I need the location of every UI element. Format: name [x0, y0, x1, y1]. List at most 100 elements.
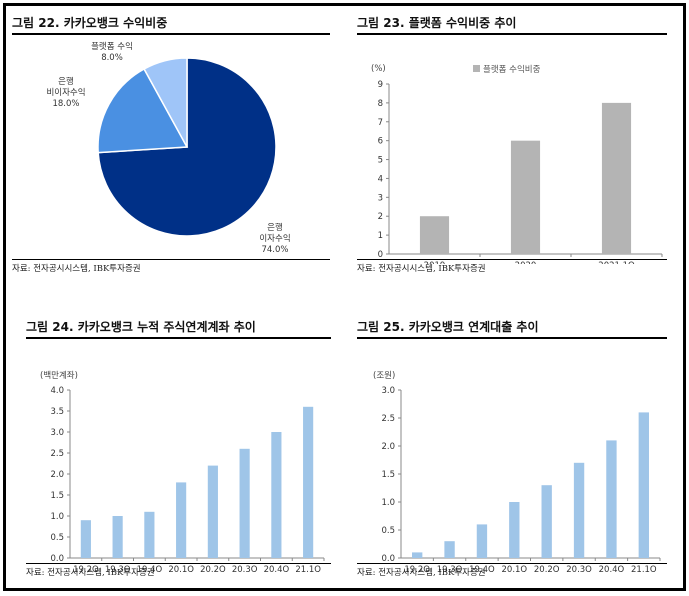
- x-tick-label: 21.1Q: [295, 565, 321, 572]
- bar: [112, 516, 123, 558]
- source-rule: [357, 259, 667, 260]
- x-tick-label: 2019: [424, 261, 446, 264]
- y-tick-label: 1.0: [381, 498, 395, 508]
- y-tick-label: 2.5: [50, 449, 64, 459]
- y-tick-label: 4.0: [50, 386, 64, 396]
- title-rule: [26, 337, 331, 339]
- x-tick-label: 19.2Q: [404, 565, 430, 572]
- bar: [207, 465, 218, 558]
- title-rule: [357, 33, 667, 35]
- x-tick-label: 19.4Q: [137, 565, 163, 572]
- x-tick-label: 19.2Q: [73, 565, 99, 572]
- y-tick-label: 0.5: [381, 526, 395, 536]
- x-tick-label: 20.4Q: [599, 565, 625, 572]
- y-tick-label: 1.5: [50, 491, 64, 501]
- slice-label: 비이자수익: [46, 87, 85, 98]
- source-rule: [357, 563, 667, 564]
- panel-linked-loans: 그림 25. 카카오뱅크 연계대출 추이 (조원) 0.0 0.5 1.0 1.5 2.0…: [357, 318, 667, 580]
- bar-chart: (조원) 0.0 0.5 1.0 1.5 2.0 2.5 3.0 19.2Q 19.3Q 19.4Q…: [373, 371, 661, 572]
- pie-slice: [97, 67, 189, 154]
- source-note: 자료: 전자공시시스템, IBK투자증권: [357, 568, 486, 578]
- panel-title: 그림 22. 카카오뱅크 수익비중: [12, 16, 168, 30]
- y-tick-label: 3.5: [50, 407, 64, 417]
- y-tick-label: 1.5: [381, 470, 395, 480]
- x-tick-label: 20.4Q: [264, 565, 290, 572]
- slice-percent: 18.0%: [52, 99, 79, 109]
- bar: [144, 511, 155, 558]
- source-note: 자료: 전자공시시스템, IBK투자증권: [26, 568, 155, 578]
- bar: [638, 412, 649, 558]
- bar: [239, 448, 250, 558]
- slice-label: 이자수익: [259, 233, 290, 244]
- slice-label: 플랫폼 수익: [91, 41, 133, 52]
- y-tick-label: 9: [378, 80, 383, 90]
- bar: [80, 520, 91, 558]
- x-tick-label: 19.3Q: [437, 565, 463, 572]
- y-tick-label: 2.0: [50, 470, 64, 480]
- x-tick-label: 19.3Q: [105, 565, 131, 572]
- y-tick-label: 3.0: [50, 428, 64, 438]
- y-tick-label: 0.0: [50, 554, 64, 564]
- y-tick-label: 2: [378, 212, 383, 222]
- x-tick-label: 19.4Q: [469, 565, 495, 572]
- y-tick-label: 2.5: [381, 414, 395, 424]
- panel-title: 그림 23. 플랫폼 수익비중 추이: [357, 16, 517, 30]
- panel-platform-share: 그림 23. 플랫폼 수익비중 추이 (%) 0 1 2 3 4 5 6 7 8 9 2019 2020…: [357, 14, 667, 276]
- y-tick-label: 0: [378, 250, 383, 260]
- title-rule: [12, 33, 330, 35]
- x-tick-label: 2020: [515, 261, 537, 264]
- source-note: 자료: 전자공시시스템, IBK투자증권: [12, 264, 141, 274]
- bar-chart: (%) 0 1 2 3 4 5 6 7 8 9 2019 2020 2021.1Q 플랫폼 수익비중: [371, 64, 663, 264]
- y-tick-label: 3.0: [381, 386, 395, 396]
- y-tick-label: 1: [378, 231, 383, 241]
- axis-unit: (백만계좌): [40, 370, 78, 381]
- x-tick-label: 20.2Q: [534, 565, 560, 572]
- panel-linked-accounts: 그림 24. 카카오뱅크 누적 주식연계계좌 추이 (백만계좌) 0.0 0.5 1.…: [26, 318, 331, 580]
- y-tick-label: 0.0: [381, 554, 395, 564]
- x-tick-label: 20.1Q: [502, 565, 528, 572]
- slice-label: 은행: [267, 222, 283, 233]
- bar: [606, 440, 617, 558]
- bar: [509, 502, 520, 558]
- bar: [412, 552, 423, 558]
- legend-label: 플랫폼 수익비중: [483, 64, 541, 75]
- y-tick-label: 0.5: [50, 533, 64, 543]
- y-tick-label: 8: [378, 99, 383, 109]
- bar: [541, 485, 552, 558]
- title-rule: [357, 337, 667, 339]
- x-tick-label: 20.2Q: [200, 565, 226, 572]
- source-rule: [12, 259, 330, 260]
- y-tick-label: 5: [378, 156, 383, 166]
- panel-revenue-mix: 그림 22. 카카오뱅크 수익비중 은행 이자수익 74.0% 은행 비이자수익 18.0…: [12, 14, 330, 276]
- bar: [303, 406, 314, 558]
- bar: [510, 140, 541, 254]
- bar: [444, 541, 455, 558]
- y-tick-label: 4: [378, 174, 383, 184]
- y-tick-label: 6: [378, 137, 383, 147]
- source-rule: [26, 563, 331, 564]
- bar-chart: (백만계좌) 0.0 0.5 1.0 1.5 2.0 2.5 3.0 3.5 4.0 19.2Q 19…: [40, 370, 325, 572]
- y-tick-label: 7: [378, 118, 383, 128]
- axis-unit: (%): [371, 64, 386, 74]
- bar: [573, 462, 585, 558]
- y-tick-label: 1.0: [50, 512, 64, 522]
- slice-label: 은행: [58, 76, 74, 87]
- axis-unit: (조원): [373, 371, 395, 381]
- y-tick-label: 3: [378, 193, 383, 203]
- x-tick-label: 20.3Q: [232, 565, 258, 572]
- x-tick-label: 21.1Q: [631, 565, 657, 572]
- bar: [176, 482, 187, 558]
- source-note: 자료: 전자공시시스템, IBK투자증권: [357, 264, 486, 274]
- legend-swatch: [473, 65, 480, 72]
- bar: [419, 216, 450, 254]
- bar: [271, 432, 282, 558]
- x-tick-label: 20.3Q: [566, 565, 592, 572]
- y-tick-label: 2.0: [381, 442, 395, 452]
- panel-title: 그림 25. 카카오뱅크 연계대출 추이: [357, 320, 539, 334]
- panel-title: 그림 24. 카카오뱅크 누적 주식연계계좌 추이: [26, 320, 256, 334]
- pie-slice: [143, 57, 188, 148]
- x-tick-label: 2021.1Q: [598, 261, 635, 264]
- slice-percent: 8.0%: [101, 53, 123, 63]
- x-tick-label: 20.1Q: [168, 565, 194, 572]
